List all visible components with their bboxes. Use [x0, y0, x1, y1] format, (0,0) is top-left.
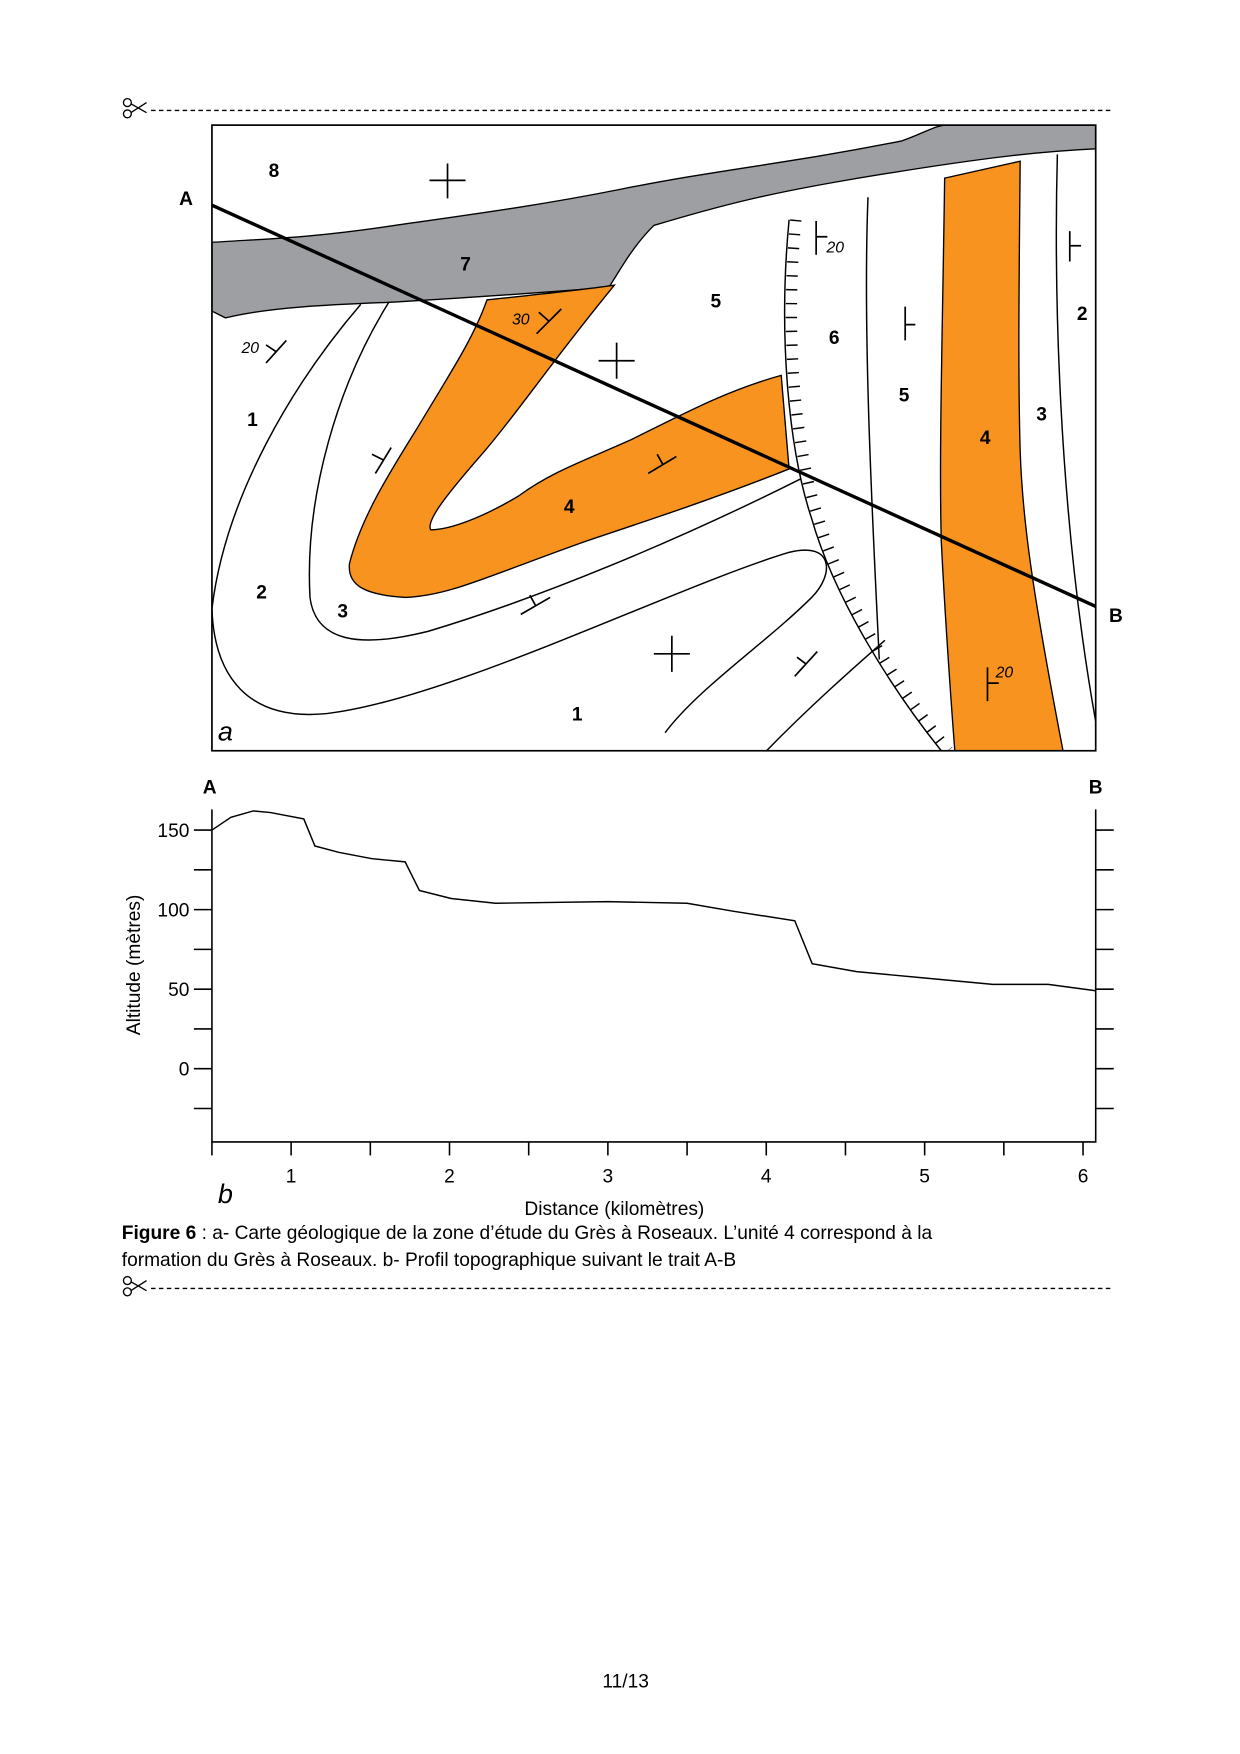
x-tick-label: 6	[1078, 1166, 1089, 1187]
unit-label: 4	[980, 428, 991, 449]
unit-label: 4	[564, 497, 575, 518]
profile-frame	[211, 809, 1097, 1143]
y-axis-label: Altitude (mètres)	[124, 895, 145, 1036]
unit-label: 3	[337, 602, 348, 623]
caption-text: formation du Grès à Roseaux. b- Profil t…	[122, 1250, 736, 1271]
unit-label: 6	[829, 328, 840, 349]
unit-7	[211, 125, 1096, 319]
y-tick-label: 150	[157, 821, 189, 842]
dip-label: 20	[240, 340, 259, 357]
geological-map: 8 7 5 6 5 4 3 2 1 2 3 4 1 30 20 20 20 A …	[179, 124, 1123, 752]
x-tick-label: 5	[919, 1166, 930, 1187]
map-border	[211, 124, 1097, 752]
contact	[308, 301, 801, 641]
cut-line	[122, 97, 1114, 119]
cut-line	[122, 1275, 1114, 1297]
y-tick-label: 50	[168, 980, 189, 1001]
y-tick-label: 0	[179, 1059, 190, 1080]
x-tick-label: 2	[444, 1166, 455, 1187]
page-number: 11/13	[602, 1671, 649, 1692]
panel-label: a	[218, 717, 233, 747]
section-end-label: B	[1109, 606, 1123, 627]
panel-label: b	[218, 1179, 233, 1209]
dip-label: 30	[512, 312, 530, 329]
unit-label: 8	[269, 161, 280, 182]
unit-label: 1	[572, 704, 583, 725]
unit-label: 2	[1077, 304, 1088, 325]
unit-label: 5	[710, 292, 721, 313]
x-tick-label: 3	[603, 1166, 614, 1187]
unit-label: 7	[460, 255, 471, 276]
y-tick-label: 100	[157, 900, 189, 921]
caption: Figure 6 : a- Carte géologique de la zon…	[122, 1223, 933, 1244]
dip-label: 20	[995, 664, 1014, 681]
caption-label: Figure 6	[122, 1223, 197, 1244]
unit-label: 2	[256, 583, 267, 604]
x-tick-label: 4	[761, 1166, 772, 1187]
fault	[783, 219, 942, 751]
x-axis-label: Distance (kilomètres)	[524, 1199, 704, 1220]
x-tick-label: 1	[286, 1166, 297, 1187]
section-end-label: A	[203, 778, 217, 799]
topographic-profile: A B b Altitude (mètres) Distance (kilomè…	[124, 778, 1114, 1220]
contact	[1055, 154, 1096, 722]
profile-line	[211, 810, 1096, 992]
unit-4	[348, 284, 790, 599]
section-line	[211, 203, 1097, 608]
dip-label: 20	[826, 240, 845, 257]
contact	[211, 303, 828, 734]
structural-symbols	[265, 163, 1082, 702]
unit-label: 3	[1036, 404, 1047, 425]
contact	[865, 197, 880, 660]
unit-label: 1	[247, 410, 258, 431]
caption-text: : a- Carte géologique de la zone d’étude…	[196, 1223, 932, 1244]
section-end-label: A	[179, 189, 193, 210]
unit-label: 5	[899, 385, 910, 406]
section-end-label: B	[1089, 778, 1103, 799]
